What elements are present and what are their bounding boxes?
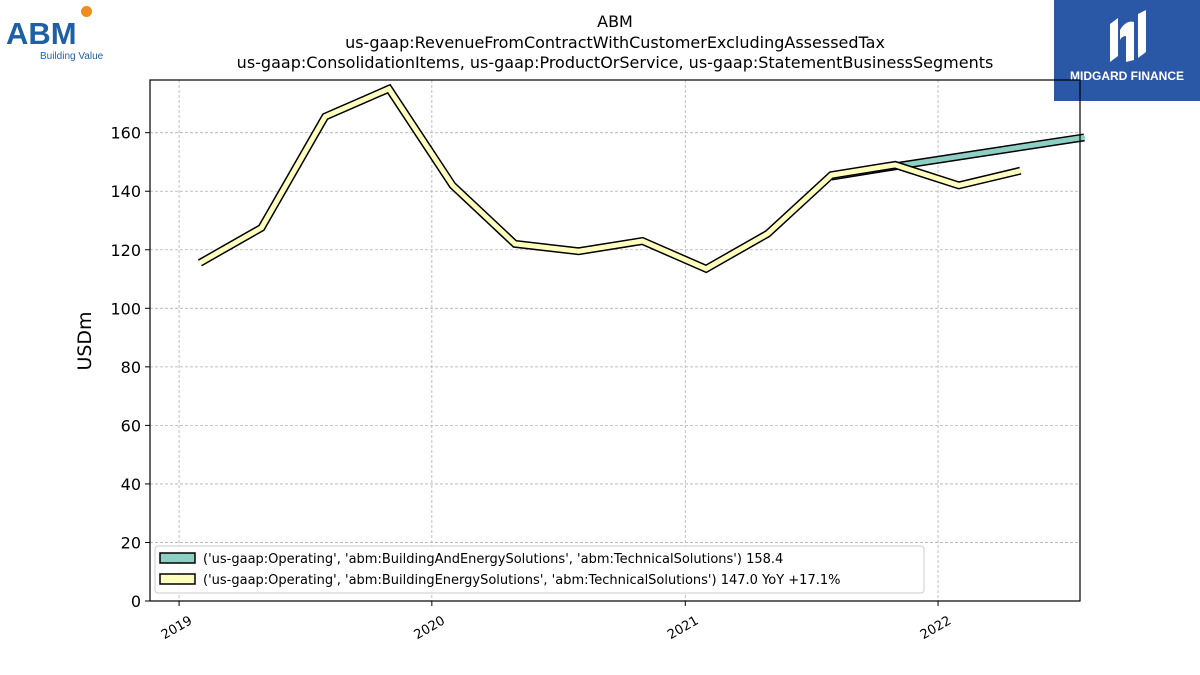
series-2-point bbox=[957, 184, 961, 187]
x-tick-label: 2020 bbox=[412, 613, 448, 643]
x-tick-label: 2019 bbox=[159, 613, 195, 643]
series-2-point bbox=[577, 250, 580, 253]
y-tick-label: 80 bbox=[121, 358, 141, 377]
series-2-point bbox=[641, 239, 644, 243]
abm-logo-dot bbox=[81, 6, 92, 17]
y-tick-label: 40 bbox=[121, 475, 141, 494]
legend-swatch bbox=[159, 573, 196, 585]
abm-tagline: Building Value bbox=[40, 51, 104, 62]
series-2-point bbox=[451, 184, 454, 187]
plot-frame bbox=[149, 79, 1081, 602]
y-tick-label: 20 bbox=[121, 533, 141, 552]
chart-title-line-3: us-gaap:ConsolidationItems, us-gaap:Prod… bbox=[237, 53, 994, 72]
series-2-point bbox=[260, 226, 263, 230]
chart-title-line-2: us-gaap:RevenueFromContractWithCustomerE… bbox=[345, 33, 885, 52]
chart-title: ABM us-gaap:RevenueFromContractWithCusto… bbox=[237, 12, 994, 72]
y-axis-label: USDm bbox=[74, 311, 96, 370]
x-tick-label: 2022 bbox=[918, 613, 954, 643]
abm-wordmark: ABM bbox=[6, 16, 77, 51]
series bbox=[197, 83, 1086, 274]
y-tick-label: 120 bbox=[110, 241, 141, 260]
series-2-point bbox=[198, 261, 202, 265]
legend-label: ('us-gaap:Operating', 'abm:BuildingAndEn… bbox=[203, 552, 783, 567]
legend: ('us-gaap:Operating', 'abm:BuildingAndEn… bbox=[154, 545, 925, 594]
abm-logo: ABM Building Value bbox=[6, 6, 116, 66]
midgard-emblem-icon bbox=[1110, 10, 1146, 62]
series-2-point bbox=[766, 232, 769, 235]
series-2-point bbox=[830, 173, 833, 177]
y-tick-label: 140 bbox=[110, 182, 141, 201]
legend-box bbox=[154, 545, 925, 594]
midgard-finance-logo: MIDGARD FINANCE bbox=[1054, 0, 1200, 101]
y-tick-label: 60 bbox=[121, 416, 141, 435]
midgard-finance-name: MIDGARD FINANCE bbox=[1070, 69, 1184, 83]
chart-title-line-1: ABM bbox=[597, 12, 633, 31]
series-2-point bbox=[704, 267, 708, 270]
series-2-point bbox=[513, 242, 517, 246]
series-1-point bbox=[1082, 136, 1086, 139]
series-2-line bbox=[198, 85, 1021, 272]
y-tick-label: 160 bbox=[110, 124, 141, 143]
legend-swatch bbox=[159, 552, 196, 564]
y-tick-label: 100 bbox=[110, 299, 141, 318]
legend-label: ('us-gaap:Operating', 'abm:BuildingEnerg… bbox=[203, 573, 840, 588]
series-2-point bbox=[893, 163, 897, 167]
series-2-point bbox=[323, 115, 327, 118]
y-tick-label: 0 bbox=[131, 592, 141, 611]
x-tick-label: 2021 bbox=[665, 613, 701, 643]
series-2-point bbox=[387, 87, 391, 90]
series-2-point bbox=[1019, 169, 1022, 172]
